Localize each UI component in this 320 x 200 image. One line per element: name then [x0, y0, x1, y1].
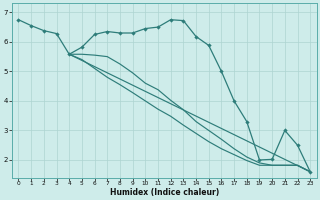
X-axis label: Humidex (Indice chaleur): Humidex (Indice chaleur) [110, 188, 219, 197]
